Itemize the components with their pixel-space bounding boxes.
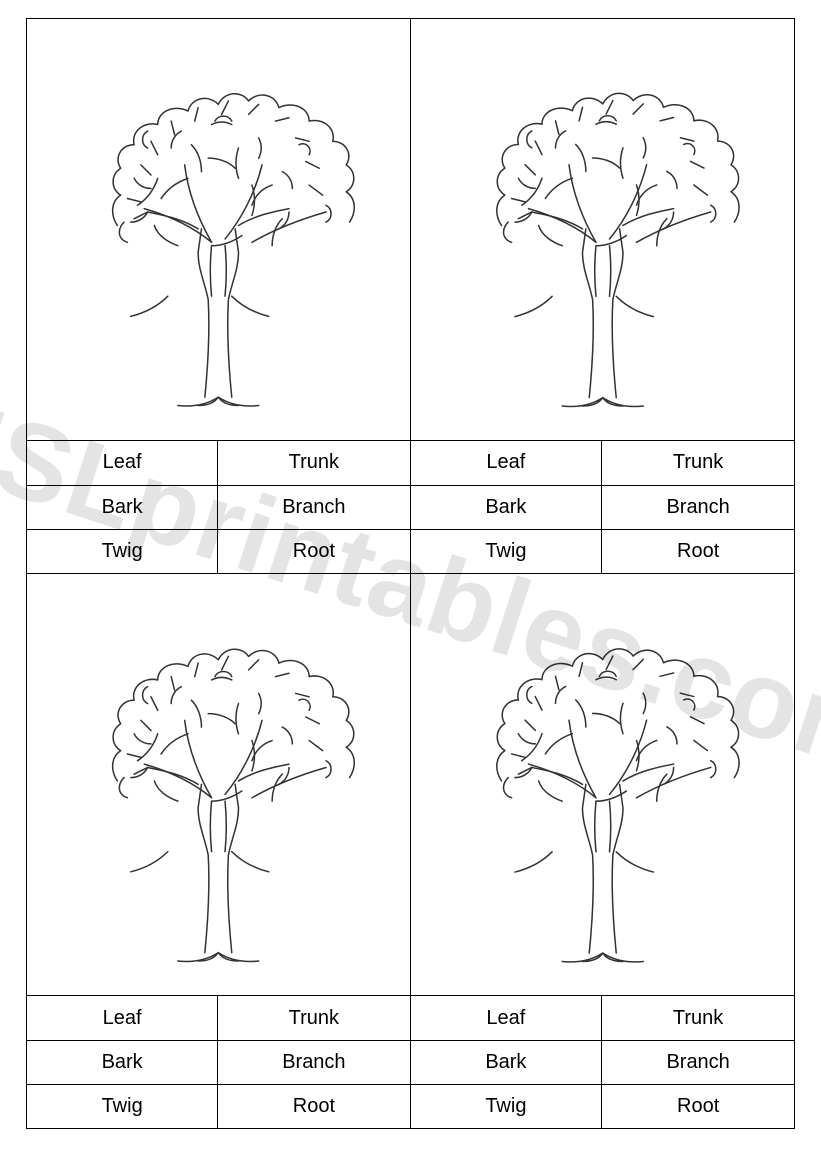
tree-illustration-area: [411, 574, 795, 997]
label-twig: Twig: [411, 529, 603, 573]
label-twig: Twig: [27, 529, 218, 573]
tree-illustration-area: [411, 19, 795, 441]
label-trunk: Trunk: [602, 996, 794, 1040]
label-bark: Bark: [411, 1040, 603, 1084]
tree-illustration-area: [27, 19, 410, 441]
label-branch: Branch: [602, 1040, 794, 1084]
label-leaf: Leaf: [411, 441, 603, 485]
label-table: Leaf Trunk Bark Branch Twig Root: [27, 441, 410, 573]
label-table: Leaf Trunk Bark Branch Twig Root: [27, 996, 410, 1128]
label-branch: Branch: [218, 1040, 409, 1084]
label-branch: Branch: [218, 485, 409, 529]
label-root: Root: [218, 1084, 409, 1128]
label-leaf: Leaf: [27, 441, 218, 485]
tree-icon: [434, 27, 771, 431]
label-trunk: Trunk: [602, 441, 794, 485]
label-leaf: Leaf: [411, 996, 603, 1040]
card-grid: Leaf Trunk Bark Branch Twig Root: [26, 18, 795, 1129]
label-twig: Twig: [27, 1084, 218, 1128]
label-table: Leaf Trunk Bark Branch Twig Root: [411, 441, 795, 573]
label-bark: Bark: [411, 485, 603, 529]
label-twig: Twig: [411, 1084, 603, 1128]
label-trunk: Trunk: [218, 441, 409, 485]
label-branch: Branch: [602, 485, 794, 529]
label-leaf: Leaf: [27, 996, 218, 1040]
label-root: Root: [602, 529, 794, 573]
label-trunk: Trunk: [218, 996, 409, 1040]
tree-card: Leaf Trunk Bark Branch Twig Root: [411, 19, 795, 574]
tree-card: Leaf Trunk Bark Branch Twig Root: [411, 574, 795, 1129]
tree-icon: [50, 582, 387, 987]
label-bark: Bark: [27, 1040, 218, 1084]
tree-card: Leaf Trunk Bark Branch Twig Root: [27, 574, 411, 1129]
tree-icon: [434, 582, 771, 987]
tree-card: Leaf Trunk Bark Branch Twig Root: [27, 19, 411, 574]
tree-illustration-area: [27, 574, 410, 997]
tree-icon: [50, 27, 387, 431]
label-root: Root: [602, 1084, 794, 1128]
label-root: Root: [218, 529, 409, 573]
label-table: Leaf Trunk Bark Branch Twig Root: [411, 996, 795, 1128]
worksheet-page: Leaf Trunk Bark Branch Twig Root: [0, 0, 821, 1169]
label-bark: Bark: [27, 485, 218, 529]
